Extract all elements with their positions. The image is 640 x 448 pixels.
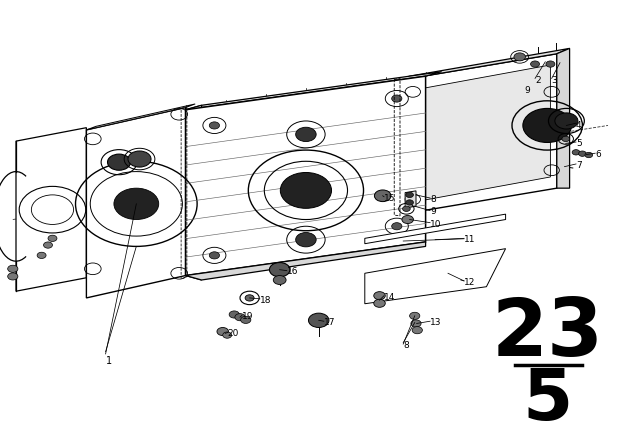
Circle shape (209, 122, 220, 129)
Text: 12: 12 (464, 278, 476, 287)
Circle shape (374, 292, 385, 300)
Circle shape (523, 108, 572, 142)
Circle shape (108, 154, 131, 170)
Circle shape (392, 223, 402, 230)
Polygon shape (186, 72, 442, 110)
Text: 17: 17 (324, 318, 335, 327)
Circle shape (8, 265, 18, 272)
Circle shape (555, 113, 578, 129)
Circle shape (546, 61, 555, 67)
Circle shape (406, 200, 413, 205)
Text: 11: 11 (464, 235, 476, 244)
Polygon shape (397, 54, 557, 215)
Circle shape (392, 95, 402, 102)
Circle shape (514, 53, 525, 61)
Circle shape (374, 299, 385, 307)
Text: 1: 1 (106, 356, 112, 366)
Circle shape (273, 276, 286, 284)
Circle shape (411, 320, 421, 327)
Text: 4: 4 (576, 121, 582, 130)
Circle shape (229, 311, 239, 318)
Circle shape (114, 188, 159, 220)
Text: 6: 6 (595, 150, 601, 159)
Polygon shape (86, 108, 186, 298)
Text: 5: 5 (576, 139, 582, 148)
Text: 14: 14 (384, 293, 396, 302)
Circle shape (296, 233, 316, 247)
Text: 3: 3 (552, 76, 557, 85)
Text: 13: 13 (430, 318, 442, 327)
Circle shape (374, 190, 391, 202)
Circle shape (308, 313, 329, 327)
Text: 2: 2 (535, 76, 541, 85)
Circle shape (8, 273, 18, 280)
Polygon shape (186, 105, 202, 280)
Circle shape (128, 151, 151, 167)
Text: 20: 20 (228, 329, 239, 338)
Circle shape (48, 235, 57, 241)
Polygon shape (557, 48, 570, 188)
Circle shape (37, 252, 46, 258)
Circle shape (406, 192, 413, 198)
Polygon shape (397, 48, 570, 81)
Circle shape (217, 327, 228, 336)
Polygon shape (365, 214, 506, 244)
Text: 8: 8 (430, 195, 436, 204)
Circle shape (585, 152, 593, 158)
Circle shape (562, 136, 570, 142)
Circle shape (572, 150, 580, 155)
Circle shape (245, 295, 254, 301)
Text: 5: 5 (522, 366, 572, 435)
Polygon shape (416, 65, 550, 202)
Circle shape (579, 151, 586, 156)
Text: 8: 8 (403, 341, 409, 350)
Text: 10: 10 (430, 220, 442, 228)
Circle shape (403, 206, 410, 211)
Polygon shape (405, 191, 416, 208)
Circle shape (531, 61, 540, 67)
Polygon shape (365, 249, 506, 304)
Circle shape (235, 314, 245, 321)
Polygon shape (86, 104, 195, 130)
Text: 18: 18 (260, 296, 271, 305)
Text: 23: 23 (492, 295, 604, 373)
Circle shape (209, 252, 220, 259)
Circle shape (402, 215, 413, 224)
Polygon shape (16, 128, 86, 291)
Polygon shape (186, 76, 426, 276)
Circle shape (241, 316, 251, 323)
Circle shape (44, 242, 52, 248)
Circle shape (269, 263, 290, 277)
Text: 19: 19 (242, 312, 253, 321)
Text: 9: 9 (430, 207, 436, 216)
Text: 15: 15 (384, 194, 396, 202)
Text: 7: 7 (576, 161, 582, 170)
Circle shape (410, 312, 420, 319)
Circle shape (280, 172, 332, 208)
Text: 9: 9 (525, 86, 531, 95)
Circle shape (223, 332, 232, 338)
Circle shape (296, 127, 316, 142)
Circle shape (412, 327, 422, 334)
Text: 16: 16 (287, 267, 298, 276)
Polygon shape (186, 242, 426, 280)
